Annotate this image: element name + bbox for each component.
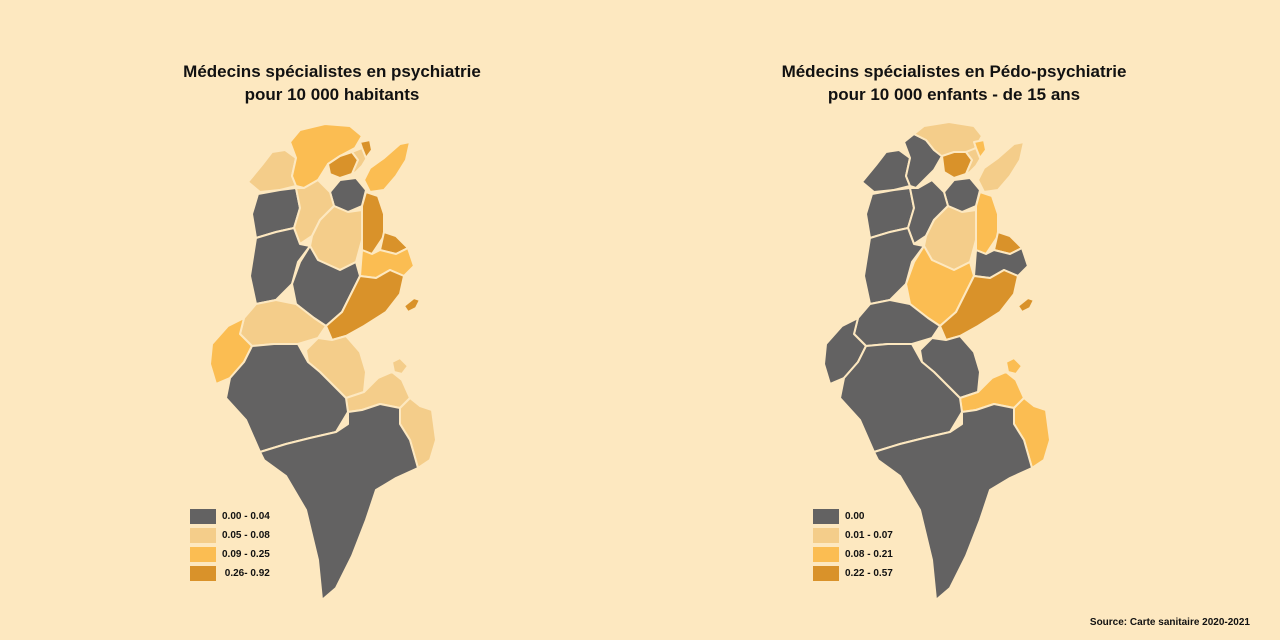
legend-label: 0.00 - 0.04 xyxy=(222,511,270,522)
region-kebili xyxy=(225,343,349,453)
legend-item: 0.22 - 0.57 xyxy=(813,565,893,582)
choropleth-map-tunisia xyxy=(823,121,1051,601)
region-kerkennah xyxy=(403,297,421,313)
legend-swatch xyxy=(813,547,839,562)
legend-label: 0.08 - 0.21 xyxy=(845,549,893,560)
legend-label: 0.22 - 0.57 xyxy=(845,568,893,579)
region-nabeul xyxy=(363,141,411,193)
region-tataouine xyxy=(259,403,419,601)
region-kerkennah xyxy=(1017,297,1035,313)
map-title-line1: Médecins spécialistes en Pédo-psychiatri… xyxy=(781,62,1127,81)
map-legend: 0.00 - 0.04 0.05 - 0.08 0.09 - 0.25 0.26… xyxy=(190,508,270,584)
legend-swatch xyxy=(190,547,216,562)
legend-item: 0.05 - 0.08 xyxy=(190,527,270,544)
legend-label: 0.00 xyxy=(845,511,865,522)
legend-swatch xyxy=(190,566,216,581)
legend-label: 0.01 - 0.07 xyxy=(845,530,893,541)
map-title: Médecins spécialistes en Pédo-psychiatri… xyxy=(634,60,1274,106)
legend-swatch xyxy=(190,528,216,543)
map-title-line1: Médecins spécialistes en psychiatrie xyxy=(183,62,481,81)
region-djerba xyxy=(391,357,409,375)
region-kef xyxy=(249,227,311,305)
legend-swatch xyxy=(813,566,839,581)
legend-swatch xyxy=(190,509,216,524)
region-bizerte-west xyxy=(861,149,911,193)
region-kef xyxy=(863,227,925,305)
legend-item: 0.08 - 0.21 xyxy=(813,546,893,563)
source-note: Source: Carte sanitaire 2020-2021 xyxy=(1089,617,1250,628)
legend-item: 0.09 - 0.25 xyxy=(190,546,270,563)
map-legend: 0.00 0.01 - 0.07 0.08 - 0.21 0.22 - 0.57 xyxy=(813,508,893,584)
map-panel-psychiatrie: Médecins spécialistes en psychiatrie pou… xyxy=(183,62,481,601)
legend-item: 0.00 - 0.04 xyxy=(190,508,270,525)
legend-item: 0.26- 0.92 xyxy=(190,565,270,582)
legend-label: 0.09 - 0.25 xyxy=(222,549,270,560)
legend-swatch xyxy=(813,528,839,543)
region-tataouine xyxy=(873,403,1033,601)
legend-label: 0.26- 0.92 xyxy=(222,568,270,579)
map-title-line2: pour 10 000 enfants - de 15 ans xyxy=(827,85,1081,104)
region-ben-arous xyxy=(359,139,373,159)
legend-label: 0.05 - 0.08 xyxy=(222,530,270,541)
choropleth-map-tunisia xyxy=(209,123,437,601)
legend-item: 0.01 - 0.07 xyxy=(813,527,893,544)
map-title-line2: pour 10 000 habitants xyxy=(244,85,420,104)
map-title: Médecins spécialistes en psychiatrie pou… xyxy=(12,60,652,106)
region-ben-arous xyxy=(973,139,987,159)
map-panel-pedo-psychiatrie: Médecins spécialistes en Pédo-psychiatri… xyxy=(640,0,1280,640)
region-kebili xyxy=(839,343,963,453)
region-bizerte-west xyxy=(247,149,297,193)
region-nabeul xyxy=(977,141,1025,193)
legend-item: 0.00 xyxy=(813,508,893,525)
region-djerba xyxy=(1005,357,1023,375)
legend-swatch xyxy=(813,509,839,524)
